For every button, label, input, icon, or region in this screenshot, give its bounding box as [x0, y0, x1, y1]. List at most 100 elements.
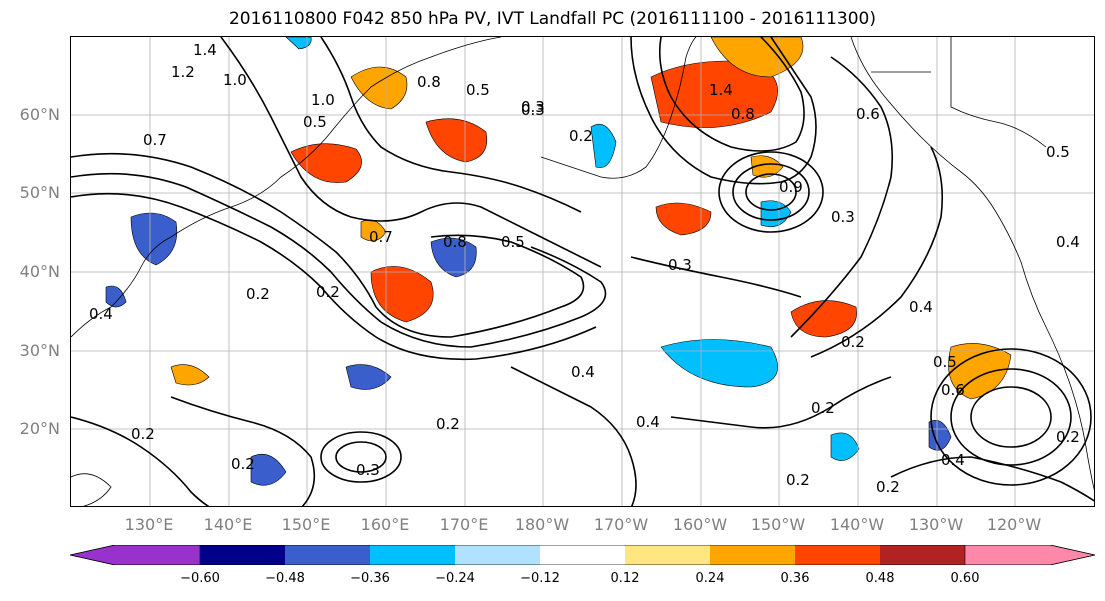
- colorbar-tick-label: −0.48: [265, 571, 305, 586]
- lon-label-140w: 140°W: [829, 515, 885, 534]
- contour-label: 0.8: [443, 233, 467, 251]
- contour-label: 0.2: [811, 399, 835, 417]
- contour-label: 0.7: [143, 131, 167, 149]
- contour-label: 0.4: [571, 363, 595, 381]
- contour-label: 0.5: [933, 353, 957, 371]
- contour-label: 0.4: [941, 451, 965, 469]
- colorbar-tick-label: 0.24: [695, 571, 725, 586]
- lat-label-50n: 50°N: [19, 183, 60, 202]
- positive-anomaly-patch: [425, 118, 488, 163]
- colorbar-segment: [625, 545, 710, 565]
- contour-label: 0.9: [779, 178, 803, 196]
- map-title: 2016110800 F042 850 hPa PV, IVT Landfall…: [228, 9, 876, 29]
- lon-label-170w: 170°W: [593, 515, 649, 534]
- contour-label: 0.2: [316, 283, 340, 301]
- contour-label: 0.3: [831, 208, 855, 226]
- colorbar-segment: [70, 545, 201, 565]
- positive-anomaly-patch: [370, 266, 434, 323]
- positive-anomaly-patch: [655, 202, 712, 236]
- negative-anomaly-patch: [830, 432, 860, 461]
- contour-label: 0.6: [941, 381, 965, 399]
- contour-label: 0.2: [786, 471, 810, 489]
- lon-label-120w: 120°W: [986, 515, 1042, 534]
- graticule: [71, 37, 1094, 506]
- contour-label: 0.4: [636, 413, 660, 431]
- contour-label: 0.5: [303, 113, 327, 131]
- positive-anomaly-patch: [350, 66, 408, 110]
- contour-label: 0.2: [436, 415, 460, 433]
- positive-anomaly-patch: [170, 364, 210, 386]
- contour-label: 0.5: [466, 81, 490, 99]
- contour-label: 0.4: [89, 305, 113, 323]
- contour-label: 1.0: [223, 71, 247, 89]
- contour-label: 1.2: [171, 63, 195, 81]
- contour-label: 0.2: [246, 285, 270, 303]
- contour-label: 0.6: [856, 105, 880, 123]
- lon-label-150e: 150°E: [281, 515, 331, 534]
- contour-label: 0.3: [668, 256, 692, 274]
- negative-anomaly-patch: [285, 37, 312, 50]
- negative-anomaly-patch: [660, 339, 778, 388]
- colorbar-segment: [710, 545, 795, 565]
- contour-label: 0.4: [1056, 233, 1080, 251]
- lat-label-40n: 40°N: [19, 262, 60, 281]
- colorbar-segment: [880, 545, 965, 565]
- contour-label: 0.2: [1056, 428, 1080, 446]
- lon-label-160e: 160°E: [360, 515, 410, 534]
- contour-label: 0.5: [501, 233, 525, 251]
- map-svg: 1.4 1.2 1.0 1.0 0.8 0.5 0.3 0.2 1.4 0.8 …: [71, 37, 1094, 506]
- contour-label: 0.3: [521, 98, 545, 116]
- colorbar-tick-label: 0.12: [610, 571, 640, 586]
- contour-label: 1.4: [709, 81, 733, 99]
- lon-label-160w: 160°W: [672, 515, 728, 534]
- negative-anomaly-patch: [590, 123, 617, 169]
- lon-label-140e: 140°E: [203, 515, 253, 534]
- lon-label-180w: 180°W: [514, 515, 570, 534]
- contour-label: 0.5: [1046, 143, 1070, 161]
- contour-label: 0.2: [131, 425, 155, 443]
- colorbar-segment: [370, 545, 455, 565]
- colorbar-segment: [455, 545, 540, 565]
- contour-labels: 1.4 1.2 1.0 1.0 0.8 0.5 0.3 0.2 1.4 0.8 …: [89, 41, 1080, 496]
- pv-contours: [71, 37, 1094, 506]
- lat-label-60n: 60°N: [19, 105, 60, 124]
- colorbar-tick-label: −0.60: [180, 571, 220, 586]
- contour-label: 0.3: [356, 461, 380, 479]
- lon-label-130e: 130°E: [124, 515, 174, 534]
- colorbar-tick-label: −0.24: [435, 571, 475, 586]
- contour-label: 0.8: [417, 73, 441, 91]
- negative-anomaly-patch: [130, 212, 178, 266]
- lon-label-170e: 170°E: [439, 515, 489, 534]
- lat-label-20n: 20°N: [19, 419, 60, 438]
- colorbar-segment: [285, 545, 370, 565]
- colorbar-segment: [200, 545, 285, 565]
- colorbar-segment: [964, 545, 1095, 565]
- negative-anomaly-patch: [105, 285, 127, 308]
- contour-label: 0.2: [876, 478, 900, 496]
- contour-label: 0.2: [231, 455, 255, 473]
- contour-label: 1.4: [193, 41, 217, 59]
- lon-label-150w: 150°W: [750, 515, 806, 534]
- lat-label-30n: 30°N: [19, 341, 60, 360]
- negative-anomaly-patch: [345, 364, 392, 390]
- map-panel: 1.4 1.2 1.0 1.0 0.8 0.5 0.3 0.2 1.4 0.8 …: [70, 36, 1095, 507]
- contour-label: 0.3: [521, 101, 545, 119]
- colorbar-segment: [540, 545, 625, 565]
- negative-anomaly-patch: [250, 453, 287, 486]
- contour-label: 0.7: [369, 228, 393, 246]
- colorbar-tick-label: −0.12: [520, 571, 560, 586]
- colorbar-tick-label: −0.36: [350, 571, 390, 586]
- positive-anomaly-patch: [790, 300, 857, 338]
- positive-anomaly-patch: [650, 60, 778, 128]
- lon-label-130w: 130°W: [908, 515, 964, 534]
- colorbar-tick-label: 0.48: [865, 571, 895, 586]
- contour-label: 0.4: [909, 298, 933, 316]
- coastlines: [71, 37, 1094, 506]
- contour-label: 0.2: [569, 127, 593, 145]
- contour-label: 0.8: [731, 105, 755, 123]
- positive-anomaly-patch: [948, 343, 1012, 400]
- negative-anomaly-patch: [760, 200, 792, 228]
- positive-anomaly-patch: [710, 37, 804, 78]
- colorbar: [70, 545, 1095, 565]
- contour-label: 0.2: [841, 333, 865, 351]
